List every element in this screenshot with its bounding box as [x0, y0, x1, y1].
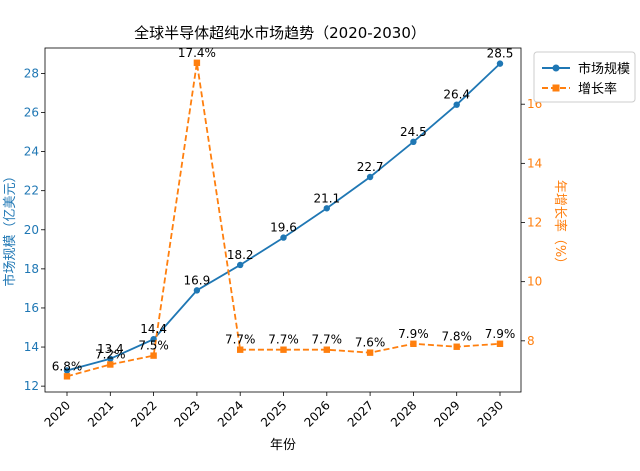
plot-area-border: [44, 47, 522, 393]
left-axis-tick-label: 22: [24, 184, 39, 198]
left-axis-tick-label: 26: [24, 106, 39, 120]
growth-rate-data-label: 7.7%: [268, 333, 299, 347]
x-axis-tick-label: 2024: [215, 398, 246, 429]
growth-rate-point: [280, 346, 287, 353]
growth-rate-data-label: 17.4%: [178, 46, 216, 60]
growth-rate-point: [63, 373, 71, 380]
market-size-point: [237, 261, 244, 269]
right-axis-label: 年增长率（%）: [552, 180, 568, 270]
growth-rate-point: [193, 59, 201, 66]
x-axis-tick-label: 2025: [258, 398, 289, 429]
x-axis-tick-label: 2027: [345, 398, 376, 429]
left-axis-tick-label: 18: [24, 262, 39, 276]
market-size-data-label: 14.4: [140, 322, 167, 336]
legend-marker-market-size: [552, 64, 560, 72]
growth-rate-data-label: 6.8%: [52, 359, 83, 373]
market-size-point: [63, 367, 71, 374]
growth-rate-data-label: 7.6%: [355, 336, 386, 350]
growth-rate-data-label: 7.8%: [441, 330, 472, 344]
growth-rate-data-label: 7.7%: [312, 333, 343, 347]
market-size-data-label: 21.1: [313, 191, 340, 205]
market-size-point: [193, 287, 201, 294]
growth-rate-data-label: 7.7%: [225, 333, 256, 347]
market-size-point: [410, 138, 417, 146]
market-size-point: [323, 205, 330, 212]
market-size-point: [107, 355, 114, 362]
market-size-point: [280, 234, 287, 241]
x-axis-tick-label: 2028: [388, 398, 419, 429]
growth-rate-point: [107, 361, 114, 368]
x-axis-tick-label: 2029: [431, 398, 462, 429]
growth-rate-point: [323, 346, 330, 353]
legend-label-growth-rate: 增长率: [578, 81, 617, 97]
x-axis-tick-label: 2026: [301, 398, 332, 429]
growth-rate-point: [150, 352, 157, 359]
left-axis-tick-label: 20: [24, 223, 39, 237]
growth-rate-point: [366, 349, 374, 356]
market-size-point: [496, 60, 504, 67]
market-size-data-label: 19.6: [270, 221, 297, 235]
right-axis-tick-label: 14: [527, 156, 542, 170]
legend-marker-growth-rate: [552, 84, 560, 92]
market-size-data-label: 18.2: [227, 248, 254, 262]
growth-rate-point: [453, 343, 460, 350]
left-axis-tick-label: 14: [24, 340, 39, 354]
right-axis-tick-label: 10: [527, 275, 542, 289]
growth-rate-point: [237, 346, 244, 353]
growth-rate-data-label: 7.9%: [398, 327, 429, 341]
x-axis-tick-label: 2020: [42, 398, 73, 429]
market-size-data-label: 26.4: [443, 88, 470, 102]
data-labels-layer: 13.4 14.4 16.9 18.2 19.6 21.1 22.7 24.5 26.4 28.5…: [52, 46, 516, 374]
growth-rate-point: [496, 340, 504, 347]
legend: 市场规模 增长率: [533, 51, 636, 103]
chart-title: 全球半导体超纯水市场趋势（2020-2030）: [134, 24, 426, 42]
growth-rate-point: [410, 340, 417, 347]
left-axis-label: 市场规模（亿美元）: [2, 169, 18, 286]
growth-rate-data-label: 7.5%: [138, 339, 169, 353]
x-axis-tick-label: 2030: [475, 398, 506, 429]
x-axis-tick-label: 2022: [128, 398, 159, 429]
market-size-point: [366, 173, 374, 181]
left-axis-tick-label: 28: [24, 66, 39, 80]
x-axis-label: 年份: [270, 438, 296, 453]
market-size-data-label: 22.7: [357, 160, 384, 174]
legend-label-market-size: 市场规模: [578, 61, 630, 77]
market-size-data-label: 24.5: [400, 125, 427, 139]
x-axis-tick-label: 2021: [85, 398, 116, 429]
right-axis-tick-label: 8: [527, 334, 535, 348]
left-axis-tick-label: 16: [24, 301, 39, 315]
right-axis-tick-label: 12: [527, 216, 542, 230]
plot-frame: [44, 47, 522, 393]
market-size-data-label: 16.9: [184, 273, 211, 287]
market-size-data-label: 28.5: [487, 47, 514, 61]
series-layer: [63, 59, 504, 380]
x-axis-tick-label: 2023: [172, 398, 203, 429]
market-size-point: [453, 101, 460, 108]
market-size-data-label: 13.4: [97, 342, 124, 356]
left-axis: 12 14 16 18 20 22 24 26 28: [24, 66, 45, 393]
series-line-market-size: [66, 62, 501, 372]
growth-rate-data-label: 7.9%: [485, 327, 516, 341]
x-axis: 2020 2021 2022 2023 2024 2025 2026 2027 2028 2029…: [42, 392, 506, 430]
left-axis-tick-label: 12: [24, 379, 39, 393]
series-line-growth-rate: [66, 62, 501, 378]
growth-rate-data-label: 7.2%: [95, 347, 126, 361]
left-axis-tick-label: 24: [24, 145, 39, 159]
